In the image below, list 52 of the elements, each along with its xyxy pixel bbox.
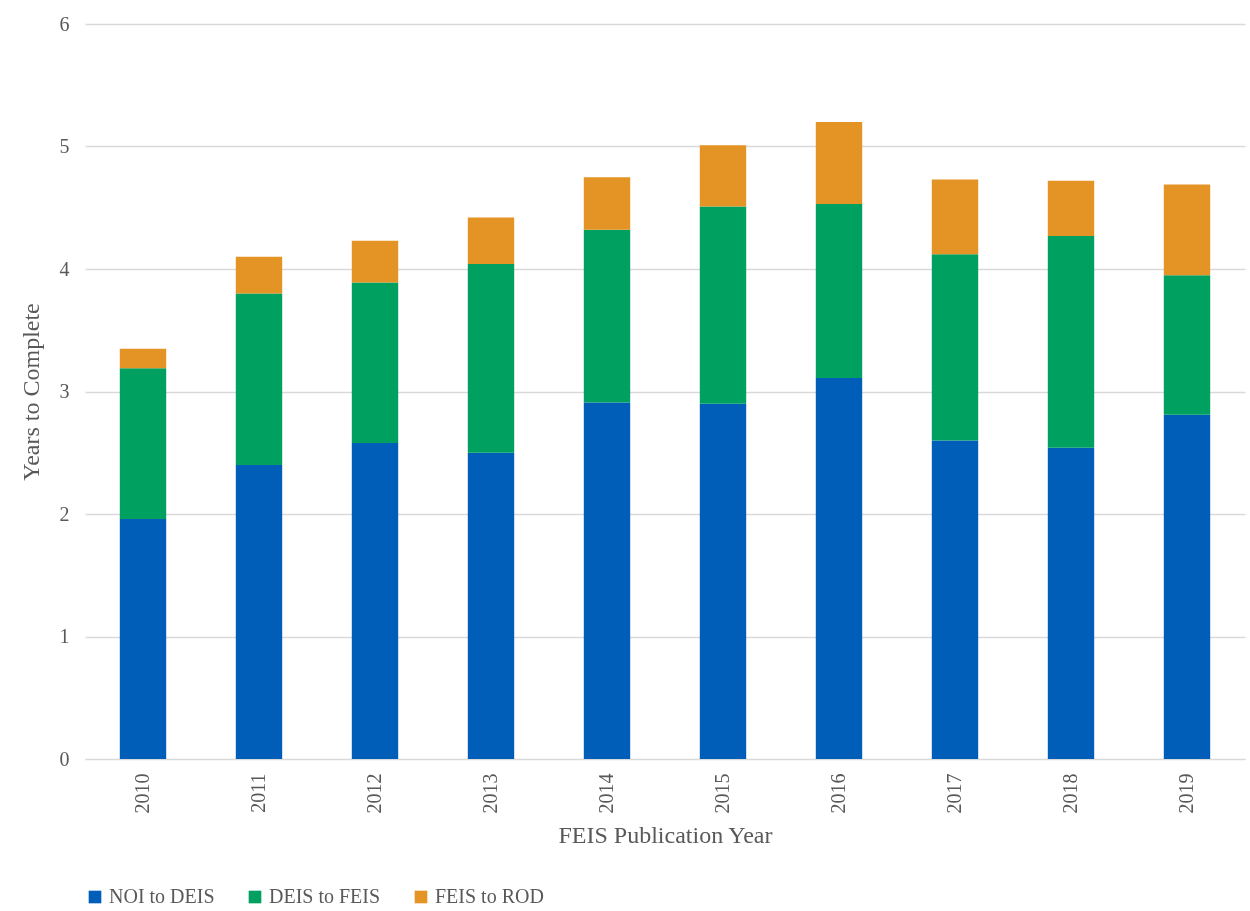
bar xyxy=(119,348,167,369)
bar xyxy=(1163,414,1211,759)
bar xyxy=(1047,447,1095,759)
bar xyxy=(1047,235,1095,448)
bar xyxy=(119,368,167,519)
bar xyxy=(931,440,979,759)
x-axis-title: FEIS Publication Year xyxy=(558,821,773,848)
bar xyxy=(699,206,747,404)
y-tick-label: 6 xyxy=(59,12,70,35)
legend-label: DEIS to FEIS xyxy=(269,885,381,907)
x-tick-label: 2011 xyxy=(247,773,269,813)
bar xyxy=(467,217,515,265)
x-tick-label: 2019 xyxy=(1175,773,1197,814)
legend-label: FEIS to ROD xyxy=(435,885,544,907)
bar xyxy=(351,442,399,759)
y-axis-title: Years to Complete xyxy=(17,303,44,481)
bar xyxy=(1163,275,1211,415)
x-tick-label: 2012 xyxy=(363,773,385,814)
y-tick-label: 5 xyxy=(59,135,70,157)
bar xyxy=(931,179,979,255)
bar xyxy=(119,518,167,759)
bar xyxy=(467,452,515,759)
y-tick-label: 0 xyxy=(59,747,70,770)
bar xyxy=(235,256,283,294)
bar xyxy=(351,240,399,283)
bar xyxy=(1163,184,1211,276)
x-tick-label: 2017 xyxy=(943,773,965,814)
y-tick-label: 2 xyxy=(59,502,70,525)
y-tick-label: 3 xyxy=(59,380,70,402)
y-tick-label: 1 xyxy=(59,625,70,647)
y-tick-label: 4 xyxy=(59,257,70,280)
bar xyxy=(235,465,283,759)
bar xyxy=(931,254,979,441)
bar xyxy=(235,293,283,465)
bar xyxy=(583,229,631,403)
x-tick-label: 2010 xyxy=(131,773,153,814)
bar xyxy=(699,403,747,759)
bar xyxy=(1047,180,1095,236)
x-tick-label: 2015 xyxy=(711,773,733,814)
bar xyxy=(583,402,631,759)
bar xyxy=(699,145,747,207)
bar xyxy=(467,264,515,453)
x-tick-label: 2018 xyxy=(1059,773,1081,814)
bar xyxy=(815,378,863,759)
bar xyxy=(815,204,863,379)
bar xyxy=(815,122,863,205)
bar xyxy=(583,177,631,230)
x-tick-label: 2013 xyxy=(479,773,501,814)
legend-label: NOI to DEIS xyxy=(109,885,215,907)
x-tick-label: 2014 xyxy=(595,773,617,814)
bar xyxy=(351,282,399,443)
x-tick-label: 2016 xyxy=(827,773,849,814)
